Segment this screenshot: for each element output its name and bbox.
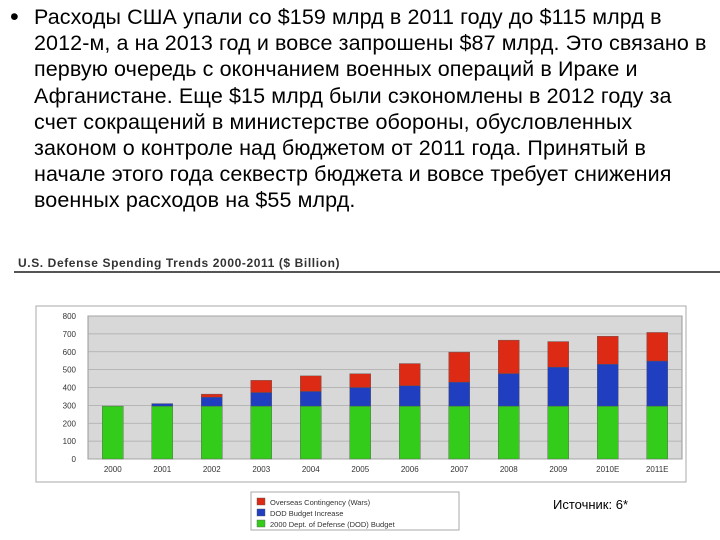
bar-segment bbox=[448, 351, 470, 383]
bar-segment bbox=[201, 396, 223, 407]
y-tick-label: 500 bbox=[63, 366, 77, 375]
bar-segment bbox=[102, 405, 124, 460]
bar-segment bbox=[597, 364, 619, 407]
bar-segment bbox=[399, 363, 421, 386]
bar-segment bbox=[300, 391, 322, 407]
bar-segment bbox=[250, 405, 272, 460]
bar-segment bbox=[349, 373, 371, 388]
bar-segment bbox=[250, 380, 272, 393]
source-caption: Источник: 6* bbox=[553, 497, 629, 512]
x-tick-label: 2002 bbox=[203, 465, 221, 474]
bar-segment bbox=[300, 375, 322, 392]
title-divider bbox=[14, 271, 720, 273]
bullet-text: Расходы США упали со $159 млрд в 2011 го… bbox=[34, 5, 707, 213]
bar-segment bbox=[448, 381, 470, 407]
x-tick-label: 2004 bbox=[302, 465, 320, 474]
legend-label: DOD Budget Increase bbox=[270, 509, 343, 518]
bar-segment bbox=[448, 405, 470, 460]
bar-segment bbox=[151, 405, 173, 460]
bar-segment bbox=[349, 387, 371, 407]
y-tick-label: 700 bbox=[63, 330, 77, 339]
x-tick-label: 2006 bbox=[401, 465, 419, 474]
x-tick-label: 2003 bbox=[252, 465, 270, 474]
y-tick-label: 600 bbox=[63, 348, 77, 357]
bar-segment bbox=[597, 335, 619, 365]
bar-segment bbox=[498, 373, 520, 407]
legend-label: Overseas Contingency (Wars) bbox=[270, 498, 371, 507]
x-tick-label: 2010E bbox=[596, 465, 619, 474]
bar-segment bbox=[646, 405, 668, 460]
bar-segment bbox=[201, 393, 223, 398]
bar-segment bbox=[349, 405, 371, 460]
bar-segment bbox=[597, 405, 619, 460]
bar-segment bbox=[646, 360, 668, 407]
y-tick-label: 200 bbox=[63, 419, 77, 428]
y-tick-label: 300 bbox=[63, 401, 77, 410]
x-tick-label: 2001 bbox=[153, 465, 171, 474]
bar-segment bbox=[547, 341, 569, 368]
x-tick-label: 2000 bbox=[104, 465, 122, 474]
bar-segment bbox=[201, 405, 223, 460]
bar-segment bbox=[151, 403, 173, 407]
bar-segment bbox=[399, 385, 421, 407]
x-tick-label: 2008 bbox=[500, 465, 518, 474]
x-tick-label: 2005 bbox=[351, 465, 369, 474]
bar-segment bbox=[498, 339, 520, 374]
x-tick-label: 2011E bbox=[646, 465, 669, 474]
x-tick-label: 2009 bbox=[549, 465, 567, 474]
legend-swatch bbox=[256, 519, 266, 528]
chart-title: U.S. Defense Spending Trends 2000-2011 (… bbox=[18, 256, 341, 270]
x-tick-label: 2007 bbox=[450, 465, 468, 474]
bar-segment bbox=[547, 405, 569, 460]
bar-segment bbox=[498, 405, 520, 460]
bullet-marker: • bbox=[10, 3, 19, 31]
y-tick-label: 100 bbox=[63, 437, 77, 446]
legend-box bbox=[250, 491, 460, 531]
legend-label: 2000 Dept. of Defense (DOD) Budget bbox=[270, 520, 396, 529]
y-tick-label: 800 bbox=[63, 312, 77, 321]
bar-segment bbox=[399, 405, 421, 460]
y-tick-label: 0 bbox=[72, 455, 77, 464]
y-tick-label: 400 bbox=[63, 384, 77, 393]
bar-segment bbox=[646, 332, 668, 362]
legend-swatch bbox=[256, 508, 266, 517]
bar-segment bbox=[547, 366, 569, 407]
bar-segment bbox=[250, 392, 272, 407]
bar-segment bbox=[300, 405, 322, 460]
legend-swatch bbox=[256, 497, 266, 506]
